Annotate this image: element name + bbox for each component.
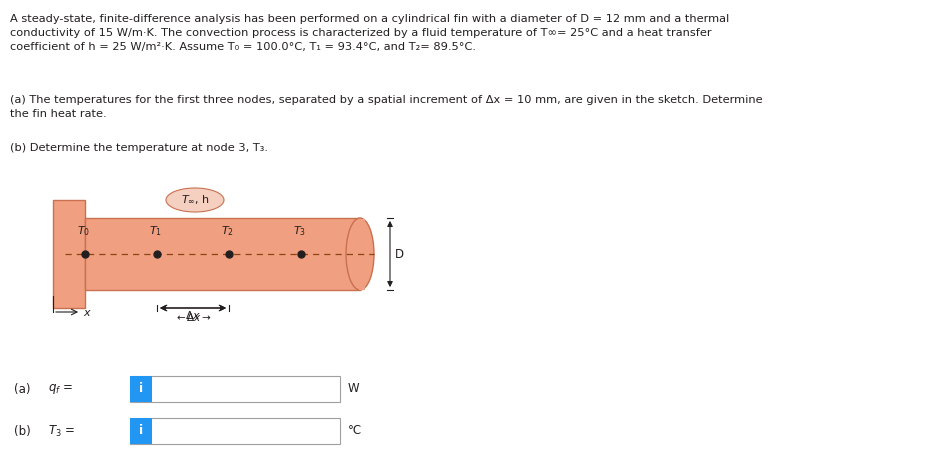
Text: $T_\infty$, h: $T_\infty$, h	[181, 194, 210, 206]
Text: (b): (b)	[14, 425, 31, 438]
Text: i: i	[139, 425, 143, 438]
Text: $T_0$: $T_0$	[77, 224, 90, 238]
Ellipse shape	[166, 188, 224, 212]
Text: i: i	[139, 383, 143, 395]
Text: $T_3$ =: $T_3$ =	[48, 423, 75, 438]
Text: A steady-state, finite-difference analysis has been performed on a cylindrical f: A steady-state, finite-difference analys…	[10, 14, 730, 52]
Text: W: W	[348, 383, 360, 395]
Text: $q_f$ =: $q_f$ =	[48, 382, 73, 396]
Text: $\leftarrow \Delta x \rightarrow$: $\leftarrow \Delta x \rightarrow$	[174, 311, 212, 323]
FancyBboxPatch shape	[130, 418, 152, 444]
Text: $x$: $x$	[83, 308, 92, 318]
Polygon shape	[53, 200, 85, 308]
Text: °C: °C	[348, 425, 362, 438]
Polygon shape	[85, 218, 360, 290]
Text: $\Delta x$: $\Delta x$	[184, 309, 201, 321]
FancyBboxPatch shape	[130, 418, 340, 444]
Text: (a) The temperatures for the first three nodes, separated by a spatial increment: (a) The temperatures for the first three…	[10, 95, 763, 119]
Ellipse shape	[346, 218, 374, 290]
Text: (a): (a)	[14, 383, 31, 395]
Text: $T_3$: $T_3$	[293, 224, 306, 238]
Text: $T_1$: $T_1$	[149, 224, 162, 238]
Text: D: D	[395, 247, 404, 261]
FancyBboxPatch shape	[130, 376, 340, 402]
FancyBboxPatch shape	[130, 376, 152, 402]
Text: (b) Determine the temperature at node 3, T₃.: (b) Determine the temperature at node 3,…	[10, 143, 268, 153]
Text: $T_2$: $T_2$	[221, 224, 234, 238]
Polygon shape	[359, 219, 365, 290]
